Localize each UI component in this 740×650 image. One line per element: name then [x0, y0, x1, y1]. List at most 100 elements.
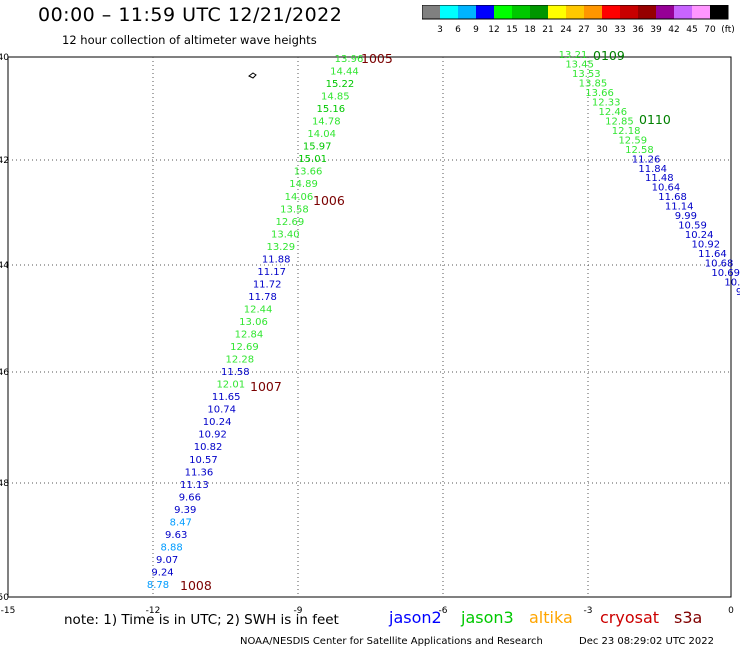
pass-time-label: 0109	[593, 48, 625, 63]
wave-height-label: 12.69	[276, 217, 305, 228]
latitude-tick-label: -44	[0, 261, 9, 271]
wave-height-label: 13.21	[559, 50, 588, 61]
pass-time-label: 0110	[639, 112, 671, 127]
swh-colorbar: 3 6 9 12 15 18 21 24 27 30 33 36 39 42 45 70 (ft)	[422, 5, 734, 35]
wave-height-label: 9.63	[165, 530, 187, 541]
longitude-tick-label: -15	[1, 606, 16, 616]
wave-height-label: 11.78	[248, 292, 277, 303]
wave-height-label: 10.24	[203, 417, 232, 428]
colorbar-label: 24	[560, 25, 572, 35]
wave-height-label: 15.22	[326, 79, 355, 90]
wave-height-label: 11.13	[180, 480, 209, 491]
colorbar-swatch	[530, 5, 548, 19]
longitude-tick-label: -3	[584, 606, 593, 616]
pass-time-label: 1008	[180, 578, 212, 593]
colorbar-label: 9	[473, 25, 479, 35]
colorbar-label: 39	[650, 25, 662, 35]
colorbar-label: 15	[506, 25, 517, 35]
wave-height-label: 14.06	[285, 192, 314, 203]
wave-height-label: 14.89	[289, 179, 318, 190]
wave-height-label: 11.14	[665, 202, 694, 213]
map-subtitle: 12 hour collection of altimeter wave hei…	[62, 33, 317, 47]
legend-jason2: jason2	[389, 608, 442, 627]
latitude-tick-label: -50	[0, 593, 9, 603]
wave-height-label: 14.78	[312, 117, 341, 128]
colorbar-label: 12	[488, 25, 499, 35]
wave-height-label: 11.36	[185, 467, 214, 478]
colorbar-swatch	[548, 5, 566, 19]
wave-height-label: 14.04	[307, 129, 336, 140]
colorbar-swatch	[566, 5, 584, 19]
wave-height-label: 9.39	[174, 505, 196, 516]
wave-height-label: 12.58	[625, 145, 654, 156]
colorbar-swatch	[494, 5, 512, 19]
colorbar-label: 45	[686, 25, 697, 35]
colorbar-label: 18	[524, 25, 536, 35]
colorbar-label: 70	[704, 25, 716, 35]
wave-height-label: 8.78	[147, 580, 169, 591]
wave-height-label: 10.	[724, 278, 740, 289]
colorbar-swatch	[620, 5, 638, 19]
colorbar-swatch	[458, 5, 476, 19]
pass-time-label: 1007	[250, 379, 282, 394]
wave-height-label: 10.82	[194, 442, 223, 453]
wave-height-label: 10.64	[652, 183, 681, 194]
colorbar-swatch	[602, 5, 620, 19]
legend-altika: altika	[529, 608, 573, 627]
legend-jason3: jason3	[461, 608, 514, 627]
wave-height-label: 12.46	[599, 107, 628, 118]
wave-height-label: 12.85	[605, 116, 634, 127]
colorbar-label: 6	[455, 25, 461, 35]
wave-height-label: 11.48	[645, 173, 674, 184]
wave-height-label: 15.97	[303, 142, 332, 153]
wave-height-label: 15.16	[316, 104, 345, 115]
wave-height-label: 13.66	[585, 88, 614, 99]
colorbar-swatch	[476, 5, 494, 19]
colorbar-swatch	[710, 5, 728, 19]
wave-height-label: 13.40	[271, 229, 300, 240]
wave-height-label: 8.47	[170, 517, 192, 528]
colorbar-swatch	[422, 5, 440, 19]
wave-height-label: 15.01	[298, 154, 327, 165]
colorbar-swatch	[674, 5, 692, 19]
latitude-tick-label: -40	[0, 53, 9, 63]
colorbar-label: 33	[614, 25, 625, 35]
wave-height-label: 11.64	[698, 249, 727, 260]
pass-time-label: 1005	[361, 51, 393, 66]
colorbar-label: (ft)	[721, 25, 734, 35]
wave-height-label: 12.59	[618, 135, 647, 146]
wave-height-label: 11.26	[632, 154, 661, 165]
map-frame	[7, 56, 732, 598]
wave-height-label: 10.74	[207, 405, 236, 416]
wave-height-label: 13.06	[239, 317, 268, 328]
longitude-tick-label: -6	[439, 606, 448, 616]
wave-height-label: 9.07	[156, 555, 178, 566]
wave-height-label: 14.85	[321, 92, 350, 103]
wave-height-label: 13.58	[280, 204, 309, 215]
colorbar-label: 36	[632, 25, 644, 35]
island-outline	[248, 72, 257, 79]
wave-height-label: 11.17	[257, 267, 286, 278]
wave-height-label: 12.44	[244, 304, 273, 315]
legend-cryosat: cryosat	[600, 608, 660, 627]
colorbar-swatch	[656, 5, 674, 19]
latitude-tick-label: -42	[0, 156, 9, 166]
wave-height-label: 12.28	[226, 355, 255, 366]
wave-height-label: 12.84	[235, 330, 264, 341]
wave-height-label: 10.24	[685, 230, 714, 241]
latitude-tick-label: -48	[0, 479, 9, 489]
wave-height-label: 10.92	[691, 240, 720, 251]
colorbar-swatch	[440, 5, 458, 19]
generated-timestamp: Dec 23 08:29:02 UTC 2022	[579, 636, 714, 647]
wave-height-label: 8.88	[161, 542, 183, 553]
wave-height-label: 10.92	[198, 430, 227, 441]
wave-height-label: 11.84	[638, 164, 667, 175]
colorbar-label: 30	[596, 25, 608, 35]
colorbar-swatch	[512, 5, 530, 19]
colorbar-label: 21	[542, 25, 553, 35]
wave-height-label: 13.66	[294, 167, 323, 178]
wave-height-label: 10.59	[678, 221, 707, 232]
footnote: note: 1) Time is in UTC; 2) SWH is in fe…	[64, 612, 339, 628]
wave-height-label: 13.53	[572, 69, 601, 80]
wave-height-label: 9	[736, 287, 740, 298]
